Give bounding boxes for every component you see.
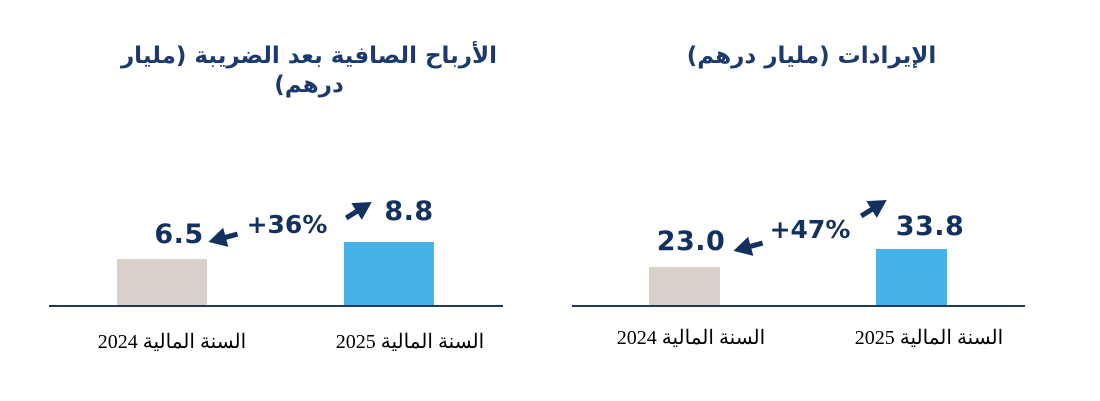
growth-percent-label: +36% xyxy=(246,210,328,239)
bar-value-label-2025: 8.8 xyxy=(384,196,434,227)
x-axis-line xyxy=(49,305,503,307)
growth-arrow-up-right-icon xyxy=(339,190,380,229)
growth-percent-label: +47% xyxy=(769,215,851,244)
growth-arrow-up-right-icon xyxy=(854,188,895,227)
bar-value-label-2024: 23.0 xyxy=(656,226,726,257)
x-tick-label-2024: السنة المالية 2024 xyxy=(616,327,766,349)
x-tick-label-2025: السنة المالية 2025 xyxy=(854,327,1004,349)
bar-2024 xyxy=(649,267,720,306)
growth-arrow-down-left-icon xyxy=(204,221,242,254)
chart-title: الإيرادات (مليار درهم) xyxy=(686,43,937,69)
bar-value-label-2024: 6.5 xyxy=(154,219,204,250)
chart-net-profit: الأرباح الصافية بعد الضريبة (مليار درهم)… xyxy=(49,0,503,401)
x-axis-line xyxy=(572,305,1025,307)
chart-title: الأرباح الصافية بعد الضريبة (مليار درهم) xyxy=(120,43,498,98)
bar-2025 xyxy=(344,242,434,306)
bar-2024 xyxy=(117,259,207,306)
bar-value-label-2025: 33.8 xyxy=(895,211,965,242)
x-tick-label-2025: السنة المالية 2025 xyxy=(335,331,485,353)
bar-2025 xyxy=(876,249,947,306)
x-tick-label-2024: السنة المالية 2024 xyxy=(97,331,247,353)
chart-revenues: الإيرادات (مليار درهم) 23.0 +47% 33.8 ال… xyxy=(572,0,1025,401)
growth-arrow-down-left-icon xyxy=(729,230,767,263)
